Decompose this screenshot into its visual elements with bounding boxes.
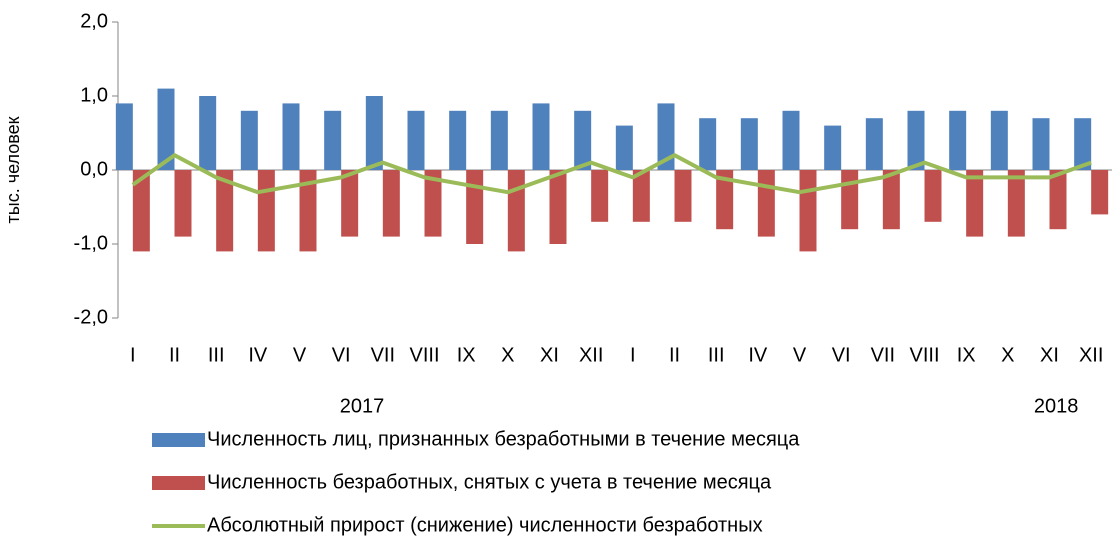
legend-label: Численность безработных, снятых с учета …	[207, 471, 772, 493]
x-tick-label: III	[208, 344, 225, 366]
x-tick-label: IV	[748, 344, 768, 366]
bar	[240, 110, 258, 170]
bar	[199, 96, 217, 170]
bar	[990, 110, 1008, 170]
x-tick-label: VI	[832, 344, 851, 366]
y-tick-label: 2,0	[80, 10, 108, 32]
bar	[365, 96, 383, 170]
bar	[115, 103, 133, 170]
line	[131, 153, 1092, 195]
bar	[574, 110, 592, 170]
x-tick-label: X	[501, 344, 514, 366]
bar	[591, 170, 609, 222]
group-label: 2018	[1034, 395, 1079, 417]
bar	[449, 110, 467, 170]
bar	[132, 170, 150, 252]
legend-swatch	[152, 476, 205, 490]
x-tick-label: III	[708, 344, 725, 366]
x-tick-label: I	[630, 344, 636, 366]
legend-swatch	[152, 433, 205, 447]
x-tick-label: VII	[871, 344, 895, 366]
bar	[341, 170, 359, 237]
bar	[466, 170, 484, 244]
bar	[532, 103, 550, 170]
x-tick-label: XII	[579, 344, 603, 366]
bar	[699, 118, 717, 170]
bar	[966, 170, 984, 237]
legend-label: Абсолютный прирост (снижение) численност…	[207, 514, 763, 536]
x-tick-label: II	[669, 344, 680, 366]
bar	[257, 170, 275, 252]
bar	[882, 170, 900, 230]
bar	[507, 170, 525, 252]
bar	[382, 170, 400, 237]
x-tick-label: V	[293, 344, 307, 366]
bar	[174, 170, 192, 237]
bar	[841, 170, 859, 230]
y-axis-label: тыс. человек	[3, 116, 23, 223]
x-tick-label: XI	[540, 344, 559, 366]
bar	[324, 110, 342, 170]
bar	[1049, 170, 1067, 230]
bar	[424, 170, 442, 237]
bar	[757, 170, 775, 237]
bar	[716, 170, 734, 230]
x-tick-label: II	[169, 344, 180, 366]
bar	[632, 170, 650, 222]
x-tick-label: VI	[332, 344, 351, 366]
x-tick-label: IV	[248, 344, 268, 366]
bar	[740, 118, 758, 170]
bar	[674, 170, 692, 222]
bar	[407, 110, 425, 170]
y-tick-label: -1,0	[74, 232, 108, 254]
x-tick-label: VII	[371, 344, 395, 366]
bar	[615, 125, 633, 170]
x-tick-label: XII	[1079, 344, 1103, 366]
bar	[299, 170, 317, 252]
bar	[949, 110, 967, 170]
bar	[1074, 118, 1092, 170]
bar	[1032, 118, 1050, 170]
bar	[549, 170, 567, 244]
bar	[824, 125, 842, 170]
y-tick-label: -2,0	[74, 306, 108, 328]
x-tick-label: VIII	[909, 344, 939, 366]
x-tick-label: V	[793, 344, 807, 366]
x-tick-label: IX	[457, 344, 476, 366]
bar	[1007, 170, 1025, 237]
x-tick-label: VIII	[409, 344, 439, 366]
x-tick-label: XI	[1040, 344, 1059, 366]
bar	[490, 110, 508, 170]
bar	[924, 170, 942, 222]
bar	[282, 103, 300, 170]
bar	[657, 103, 675, 170]
bar	[907, 110, 925, 170]
bar	[782, 110, 800, 170]
bar	[1091, 170, 1109, 215]
legend-label: Численность лиц, признанных безработными…	[207, 428, 800, 450]
group-label: 2017	[340, 395, 385, 417]
bar	[799, 170, 817, 252]
x-tick-label: X	[1001, 344, 1014, 366]
x-tick-label: I	[130, 344, 136, 366]
y-tick-label: 0,0	[80, 158, 108, 180]
y-tick-label: 1,0	[80, 84, 108, 106]
bar	[865, 118, 883, 170]
bar	[157, 88, 175, 170]
x-tick-label: IX	[957, 344, 976, 366]
bar	[216, 170, 234, 252]
